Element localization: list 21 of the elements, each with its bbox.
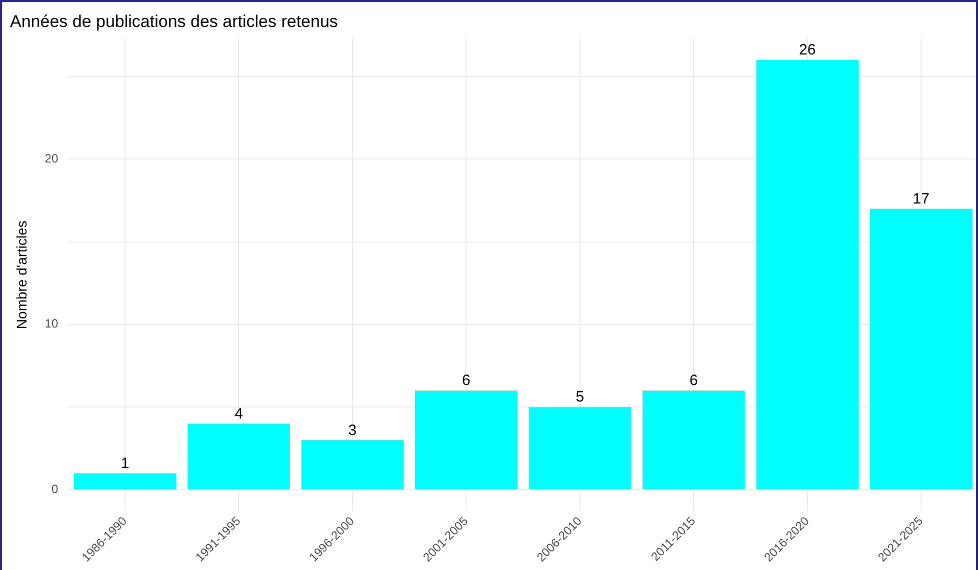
y-axis-title: Nombre d'articles [13, 220, 30, 330]
data-label: 6 [690, 372, 698, 390]
bar [188, 424, 290, 490]
bar [301, 440, 404, 490]
data-label: 6 [462, 372, 470, 390]
y-tick-label: 0 [51, 482, 58, 496]
bar [415, 390, 518, 490]
bar [74, 473, 176, 490]
data-label: 3 [348, 422, 357, 439]
bar [642, 390, 745, 490]
data-label: 1 [120, 454, 130, 472]
y-tick-label: 10 [44, 316, 58, 331]
y-tick-label: 20 [44, 151, 58, 166]
data-label: 17 [912, 190, 930, 208]
data-label: 26 [799, 42, 816, 59]
bar [528, 407, 632, 490]
chart-title: Années de publications des articles retenus [10, 12, 338, 31]
bar [756, 60, 859, 490]
data-label: 5 [576, 388, 584, 406]
bar [870, 208, 972, 490]
data-label: 4 [234, 405, 243, 422]
